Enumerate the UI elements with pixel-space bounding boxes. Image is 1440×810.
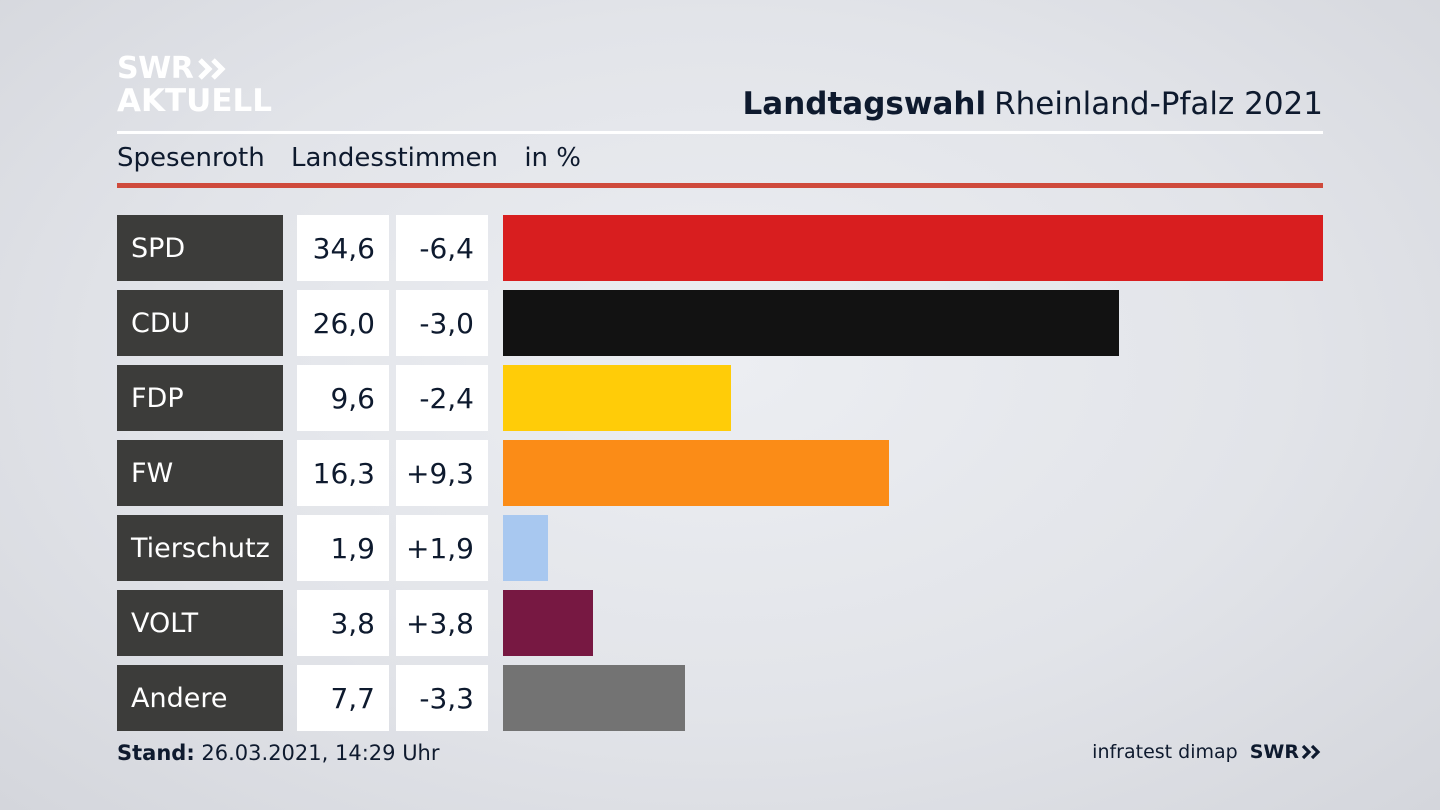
accent-divider — [117, 183, 1323, 188]
chart-row: VOLT 3,8 +3,8 — [117, 590, 1323, 656]
party-label: Tierschutz — [117, 515, 283, 581]
chart-row: SPD 34,6 -6,4 — [117, 215, 1323, 281]
subtitle-unit: in % — [524, 143, 581, 173]
footer-swr-logo: SWR — [1250, 741, 1323, 763]
bar-volt — [503, 590, 593, 656]
double-chevron-icon — [197, 57, 229, 81]
diff-label: +1,9 — [396, 515, 488, 581]
party-label: CDU — [117, 290, 283, 356]
header-divider — [117, 131, 1323, 134]
diff-label: +9,3 — [396, 440, 488, 506]
chart-row: Tierschutz 1,9 +1,9 — [117, 515, 1323, 581]
value-label: 3,8 — [297, 590, 389, 656]
timestamp: Stand: 26.03.2021, 14:29 Uhr — [117, 741, 440, 765]
party-label: VOLT — [117, 590, 283, 656]
stand-value: 26.03.2021, 14:29 Uhr — [201, 741, 440, 765]
title-rest: Rheinland-Pfalz 2021 — [994, 86, 1323, 122]
bar-spd — [503, 215, 1323, 281]
bar-andere — [503, 665, 685, 731]
double-chevron-icon — [1301, 744, 1321, 760]
diff-label: -3,0 — [396, 290, 488, 356]
party-label: FW — [117, 440, 283, 506]
bar-cdu — [503, 290, 1119, 356]
diff-label: -3,3 — [396, 665, 488, 731]
source-name: infratest dimap — [1092, 741, 1238, 763]
logo-text-swr: SWR — [117, 51, 194, 86]
diff-label: -2,4 — [396, 365, 488, 431]
party-label: Andere — [117, 665, 283, 731]
subtitle: Spesenroth Landesstimmen in % — [117, 143, 599, 173]
swr-aktuell-logo: SWR AKTUELL — [117, 54, 272, 117]
chart-row: CDU 26,0 -3,0 — [117, 290, 1323, 356]
stand-label: Stand: — [117, 741, 195, 765]
bar-tierschutz — [503, 515, 548, 581]
subtitle-place: Spesenroth — [117, 143, 265, 173]
bar-fdp — [503, 365, 731, 431]
page-title: Landtagswahl Rheinland-Pfalz 2021 — [743, 86, 1323, 122]
value-label: 26,0 — [297, 290, 389, 356]
value-label: 9,6 — [297, 365, 389, 431]
diff-label: -6,4 — [396, 215, 488, 281]
logo-text-aktuell: AKTUELL — [117, 83, 273, 119]
value-label: 7,7 — [297, 665, 389, 731]
value-label: 34,6 — [297, 215, 389, 281]
title-bold: Landtagswahl — [742, 86, 987, 122]
value-label: 1,9 — [297, 515, 389, 581]
source-credit: infratest dimap SWR — [1092, 741, 1323, 763]
footer-swr-text: SWR — [1249, 741, 1299, 763]
chart-row: FDP 9,6 -2,4 — [117, 365, 1323, 431]
chart-row: Andere 7,7 -3,3 — [117, 665, 1323, 731]
bar-fw — [503, 440, 889, 506]
diff-label: +3,8 — [396, 590, 488, 656]
value-label: 16,3 — [297, 440, 389, 506]
party-label: SPD — [117, 215, 283, 281]
party-label: FDP — [117, 365, 283, 431]
chart-row: FW 16,3 +9,3 — [117, 440, 1323, 506]
subtitle-type: Landesstimmen — [291, 143, 499, 173]
